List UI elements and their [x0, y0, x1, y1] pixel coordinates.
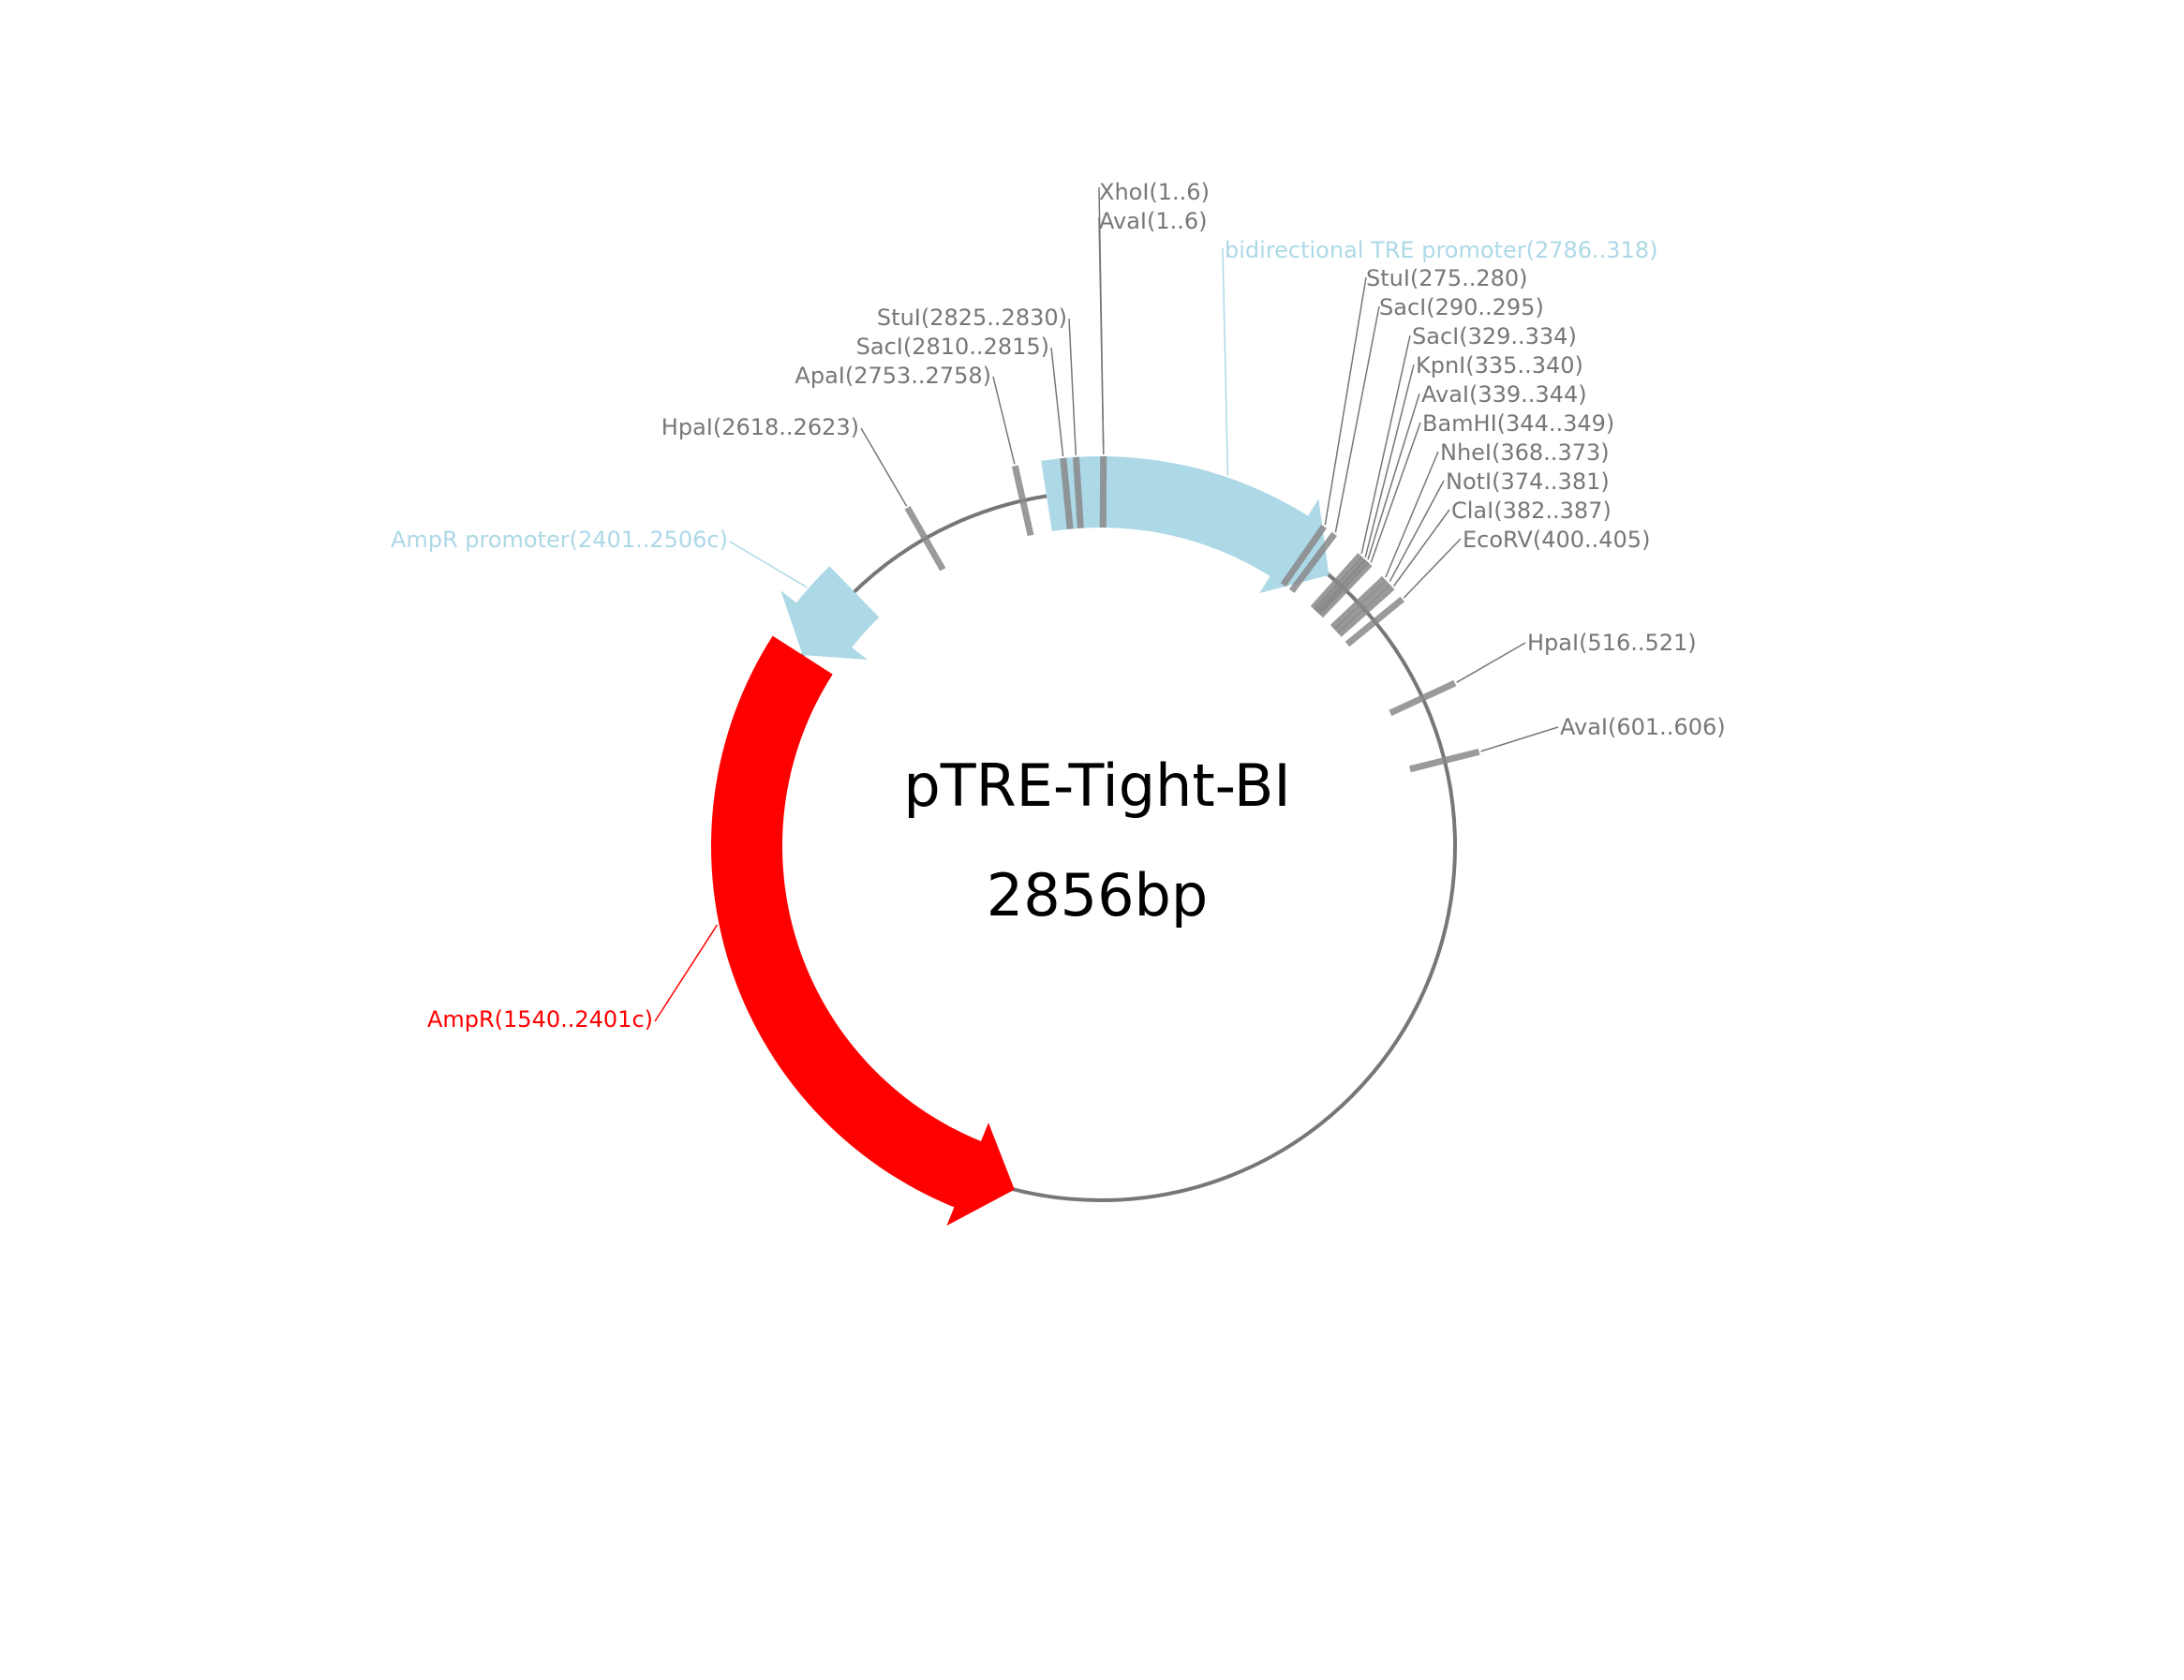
site-tick-saci-2810[interactable]: [1060, 457, 1074, 529]
feature-label-ampr-promoter[interactable]: AmpR promoter(2401..2506c): [391, 527, 728, 553]
leader-line-hpai-2618: [860, 427, 908, 507]
leader-line-stui-275: [1324, 276, 1367, 526]
site-tick-apai-2753[interactable]: [1011, 465, 1034, 537]
site-tick-ecorv-400[interactable]: [1345, 596, 1405, 647]
site-tick-avai-339[interactable]: [1315, 558, 1370, 616]
site-label-stui-2825[interactable]: StuI(2825..2830): [877, 305, 1067, 331]
site-label-ecorv-400[interactable]: EcoRV(400..405): [1463, 527, 1650, 553]
leader-line-bidirectional-tre-promoter: [1222, 247, 1229, 476]
site-label-kpni-335[interactable]: KpnI(335..340): [1416, 352, 1583, 379]
site-label-xhoi-1[interactable]: XhoI(1..6): [1099, 179, 1210, 205]
site-tick-hpai-2618[interactable]: [904, 506, 946, 572]
leader-line-bamhi-344: [1370, 422, 1421, 563]
site-labels: XhoI(1..6) AvaI(1..6) StuI(275..280) Sac…: [661, 179, 1726, 740]
site-tick-noti-374[interactable]: [1333, 580, 1391, 633]
site-tick-saci-329[interactable]: [1310, 553, 1363, 611]
feature-arc-ampr-promoter[interactable]: [780, 566, 880, 661]
site-label-avai-339[interactable]: AvaI(339..344): [1421, 381, 1587, 408]
site-ticks: [904, 455, 1480, 773]
site-label-avai-1[interactable]: AvaI(1..6): [1099, 208, 1208, 234]
leader-line-kpni-335: [1364, 364, 1415, 558]
site-label-saci-2810[interactable]: SacI(2810..2815): [856, 334, 1049, 360]
feature-arc-bidirectional-tre-promoter[interactable]: [1041, 455, 1330, 593]
site-label-saci-290[interactable]: SacI(290..295): [1379, 294, 1544, 320]
leader-line-ampr-promoter: [729, 541, 808, 588]
feature-arc-ampr[interactable]: [710, 635, 1015, 1227]
plasmid-length: 2856bp: [987, 861, 1209, 929]
leader-line-nhei-368: [1385, 451, 1439, 578]
leader-line-saci-329: [1360, 335, 1411, 555]
plasmid-name: pTRE-Tight-BI: [903, 751, 1290, 820]
site-label-stui-275[interactable]: StuI(275..280): [1366, 265, 1528, 291]
site-tick-hpai-516[interactable]: [1389, 679, 1457, 717]
site-tick-saci-290[interactable]: [1288, 531, 1338, 593]
leader-line-ampr: [654, 924, 719, 1022]
site-label-hpai-2618[interactable]: HpaI(2618..2623): [661, 414, 859, 440]
site-tick-avai-601[interactable]: [1409, 749, 1480, 773]
feature-labels: bidirectional TRE promoter(2786..318) Am…: [391, 237, 1658, 1033]
leader-line-hpai-516: [1456, 642, 1526, 683]
leader-line-stui-2825: [1068, 318, 1077, 455]
site-tick-xhoi-1[interactable]: [1099, 455, 1107, 528]
leader-line-ecorv-400: [1403, 538, 1462, 599]
site-label-apai-2753[interactable]: ApaI(2753..2758): [795, 363, 991, 389]
feature-label-ampr[interactable]: AmpR(1540..2401c): [427, 1006, 653, 1033]
leader-line-noti-374: [1389, 480, 1445, 583]
leader-line-saci-290: [1334, 305, 1380, 533]
site-label-bamhi-344[interactable]: BamHI(344..349): [1422, 410, 1614, 437]
leader-line-clai-382: [1392, 509, 1450, 587]
site-label-saci-329[interactable]: SacI(329..334): [1412, 323, 1577, 349]
site-label-clai-382[interactable]: ClaI(382..387): [1451, 498, 1612, 524]
site-label-avai-601[interactable]: AvaI(601..606): [1560, 714, 1726, 740]
site-label-noti-374[interactable]: NotI(374..381): [1446, 468, 1610, 495]
site-tick-clai-382[interactable]: [1336, 585, 1395, 637]
site-tick-stui-2825[interactable]: [1073, 456, 1084, 528]
leader-lines: [654, 186, 1559, 1022]
site-label-nhei-368[interactable]: NheI(368..373): [1440, 439, 1610, 466]
feature-label-bidirectional-tre-promoter[interactable]: bidirectional TRE promoter(2786..318): [1225, 237, 1657, 263]
leader-line-apai-2753: [992, 376, 1016, 465]
site-label-hpai-516[interactable]: HpaI(516..521): [1527, 630, 1697, 656]
site-tick-nhei-368[interactable]: [1330, 575, 1387, 631]
leader-line-avai-339: [1367, 393, 1420, 560]
leader-line-saci-2810: [1050, 347, 1064, 457]
site-tick-bamhi-344[interactable]: [1317, 561, 1373, 618]
leader-line-avai-1: [1098, 216, 1105, 455]
leader-line-avai-601: [1480, 726, 1559, 752]
site-tick-stui-275[interactable]: [1280, 524, 1327, 587]
